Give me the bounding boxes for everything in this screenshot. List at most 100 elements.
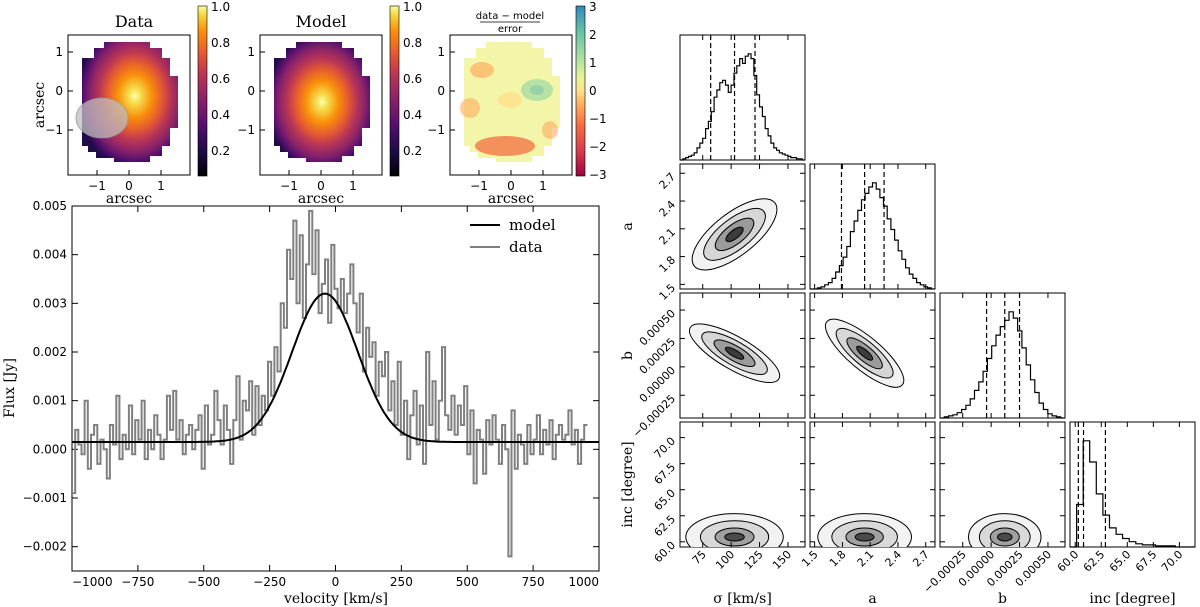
y-tick-label: 0.002: [33, 345, 67, 359]
colorbar-tick: 0.4: [403, 108, 422, 122]
y-tick-label: −0.002: [23, 540, 67, 554]
y-tick-label: 1: [247, 45, 255, 59]
model-map-title: Model: [296, 12, 347, 31]
x-tick-label: 500: [456, 575, 479, 589]
model-map-panel: Model −1 0 1 1 0 −1 arcsec 1.0 0.8 0.6 0: [237, 0, 422, 207]
corner-xlabel: b: [998, 591, 1007, 607]
x-tick-label: −1: [280, 179, 298, 193]
model-colorbar: [390, 6, 399, 176]
x-tick-label: 1000: [568, 575, 599, 589]
y-tick-label: 1: [55, 45, 63, 59]
model-map-xlabel: arcsec: [298, 191, 344, 207]
corner-xlabel: inc [degree]: [1089, 591, 1175, 607]
corner-ylabel: inc [degree]: [620, 441, 636, 527]
x-tick-label: 0: [332, 575, 340, 589]
corner-x-tick-label: 62.5: [1081, 548, 1108, 575]
residual-map-panel: data − model error −1 0 1: [427, 0, 606, 207]
corner-x-tick-label: 150: [770, 548, 794, 572]
density-contours: [969, 514, 1042, 561]
y-tick-label: 1: [437, 45, 445, 59]
corner-x-tick-label: 125: [742, 548, 766, 572]
y-tick-label: −1: [427, 123, 445, 137]
figure-canvas: Data −1 0 1 1 0 −1 arcsec arcsec 1.0 0.8: [0, 0, 1200, 607]
colorbar-tick: 0: [589, 84, 597, 98]
corner-y-tick-label: 60.0: [652, 539, 679, 566]
colorbar-tick: 2: [589, 28, 597, 42]
x-tick-label: 1: [157, 179, 165, 193]
spectrum-chart: −1000 −750 −500 −250 0 250 500 750 1000 0.0050.0…: [2, 199, 599, 607]
contour-level: [855, 533, 874, 541]
y-tick-label: 0: [55, 84, 63, 98]
corner-x-tick-label: 67.5: [1133, 548, 1160, 575]
colorbar-tick: −1: [589, 112, 607, 126]
data-colorbar-ticks: 1.0 0.8 0.6 0.4 0.2: [211, 0, 230, 158]
beam-ellipse: [76, 98, 128, 138]
model-colorbar-ticks: 1.0 0.8 0.6 0.4 0.2: [403, 0, 422, 158]
spectrum-xlabel: velocity [km/s]: [283, 591, 388, 607]
corner-x-tick-label: 70.0: [1159, 548, 1186, 575]
x-tick-label: 1: [539, 179, 547, 193]
data-map-xlabel: arcsec: [106, 191, 152, 207]
y-tick-label: −1: [237, 123, 255, 137]
colorbar-tick: 0.6: [403, 72, 422, 86]
corner-x-tick-label: 1.5: [799, 548, 821, 570]
corner-x-tick-label: 2.4: [883, 548, 905, 570]
corner-x-tick-label: 100: [713, 548, 737, 572]
flux-maps-row: Data −1 0 1 1 0 −1 arcsec arcsec 1.0 0.8: [32, 0, 607, 207]
corner-x-tick-label: 2.7: [910, 548, 932, 570]
corner-xlabel: σ [km/s]: [713, 591, 772, 607]
y-tick-label: 0.003: [33, 296, 67, 310]
corner-y-tick-label: 65.0: [652, 487, 679, 514]
residual-title-numerator: data − model: [476, 11, 544, 22]
corner-y-tick-label: 67.5: [652, 461, 679, 488]
spectrum-legend: model data: [470, 216, 556, 256]
colorbar-tick: 0.8: [403, 36, 422, 50]
colorbar-tick: 1.0: [211, 0, 230, 14]
x-tick-label: 1: [349, 179, 357, 193]
corner-x-tick-label: 1.8: [827, 548, 849, 570]
colorbar-tick: 0.2: [211, 144, 230, 158]
corner-x-tick-label: 2.1: [855, 548, 877, 570]
y-tick-label: 0.001: [33, 394, 67, 408]
residual-map-image: [460, 42, 560, 162]
residual-map-xlabel: arcsec: [488, 191, 534, 207]
series-model-line: [72, 294, 599, 442]
spectrum-frame: [72, 206, 599, 571]
colorbar-tick: −2: [589, 140, 607, 154]
colorbar-tick: −3: [589, 168, 607, 182]
colorbar-tick: 3: [589, 0, 597, 14]
corner-panel-frame: [940, 293, 1065, 418]
model-map-image: [274, 42, 370, 162]
corner-y-tick-label: 62.5: [652, 513, 679, 540]
contour-level: [998, 533, 1013, 541]
x-tick-label: −250: [253, 575, 286, 589]
corner-x-tick-label: 75: [690, 548, 709, 567]
corner-x-tick-label: 60.0: [1055, 548, 1082, 575]
corner-panel-frame: [680, 35, 805, 160]
corner-y-tick-label: 70.0: [652, 435, 679, 462]
colorbar-tick: 0.2: [403, 144, 422, 158]
corner-xlabel: a: [868, 591, 876, 607]
corner-ylabel: a: [620, 222, 636, 230]
residual-title-denominator: error: [498, 24, 523, 35]
x-tick-label: 750: [522, 575, 545, 589]
corner-y-tick-label: 2.1: [657, 226, 679, 248]
spectrum-ylabel: Flux [Jy]: [2, 358, 18, 418]
corner-y-tick-label: 1.8: [657, 254, 679, 276]
y-tick-label: 0.000: [33, 442, 67, 456]
x-tick-label: −1: [470, 179, 488, 193]
spectrum-x-axis: −1000 −750 −500 −250 0 250 500 750 1000: [72, 206, 599, 589]
corner-y-tick-label: 2.4: [657, 198, 679, 220]
x-tick-label: −500: [187, 575, 220, 589]
y-tick-label: −0.001: [23, 491, 67, 505]
corner-y-tick-label: −0.00025: [630, 392, 678, 440]
colorbar-tick: 0.6: [211, 72, 230, 86]
colorbar-tick: 0.4: [211, 108, 230, 122]
colorbar-tick: 1: [589, 56, 597, 70]
legend-model-label: model: [509, 216, 556, 234]
corner-y-tick-label: 1.5: [657, 281, 679, 303]
data-map-panel: Data −1 0 1 1 0 −1 arcsec arcsec 1.0 0.8: [32, 0, 230, 207]
data-map-ylabel: arcsec: [32, 82, 48, 128]
colorbar-tick: 0.8: [211, 36, 230, 50]
